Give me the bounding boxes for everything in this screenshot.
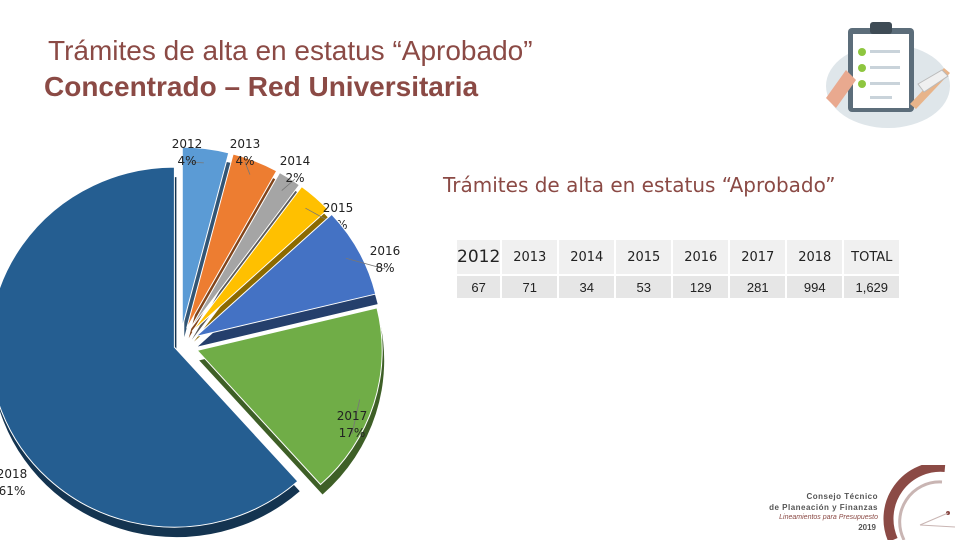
table-value-cell: 1,629 (844, 276, 900, 298)
pie-label-category: 2018 (0, 467, 27, 481)
logo-line-3: Lineamientos para Presupuesto (779, 514, 878, 521)
leader-line-2017 (351, 399, 361, 435)
table-header-cell: 2016 (673, 240, 729, 274)
leader-line-2016 (345, 257, 386, 270)
leader-line-2013 (244, 161, 251, 175)
table-value-cell: 994 (787, 276, 843, 298)
logo-line-1: Consejo Técnico (806, 492, 878, 501)
pie-label-value: 8% (375, 261, 394, 275)
title-line-1: Trámites de alta en estatus “Aprobado” (48, 35, 533, 66)
pie-label-category: 2013 (230, 137, 261, 151)
pie-slice-2016 (195, 213, 377, 337)
leader-line-2014 (281, 178, 296, 191)
title-line-2: Concentrado – Red Universitaria (44, 71, 479, 102)
table-header-cell: 2017 (730, 240, 786, 274)
pie-slice-2017 (196, 307, 383, 486)
pie-slice-2014 (189, 171, 301, 331)
pie-label-category: 2015 (323, 201, 354, 215)
pie-label-value: 17% (339, 426, 366, 440)
pie-slice-2015 (191, 185, 329, 332)
council-logo-icon (883, 465, 956, 540)
pie-slice-2018 (0, 166, 299, 528)
pie-label-value: 4% (177, 154, 196, 168)
pie-label-value: 61% (0, 484, 25, 498)
pie-label-category: 2012 (172, 137, 203, 151)
table-value-cell: 67 (457, 276, 501, 298)
table-header-cell: 2013 (502, 240, 558, 274)
table-values-row: 67 71 34 53 129 281 994 1,629 (457, 276, 900, 298)
table-value-cell: 53 (616, 276, 672, 298)
logo-line-2: de Planeación y Finanzas (769, 503, 878, 512)
table-header-cell: 2012 (457, 240, 501, 274)
pie-slice-2012 (181, 146, 230, 328)
table-header-cell: TOTAL (844, 240, 900, 274)
page-title: Trámites de alta en estatus “Aprobado” C… (44, 34, 604, 104)
clipboard-checklist-icon (826, 22, 950, 128)
leader-line-2012 (186, 161, 204, 164)
table-header-cell: 2018 (787, 240, 843, 274)
data-table: 2012 2013 2014 2015 2016 2017 2018 TOTAL 67 71 34… (455, 238, 901, 300)
pie-label-value: 2% (285, 171, 304, 185)
pie-label-category: 2017 (337, 409, 368, 423)
pie-slice-2013 (186, 153, 278, 329)
table-title: Trámites de alta en estatus “Aprobado” (443, 173, 836, 197)
pie-label-category: 2014 (280, 154, 311, 168)
logo-line-4: 2019 (858, 523, 876, 532)
table-value-cell: 71 (502, 276, 558, 298)
pie-label-category: 2016 (370, 244, 401, 258)
table-value-cell: 281 (730, 276, 786, 298)
table-header-cell: 2015 (616, 240, 672, 274)
table-value-cell: 34 (559, 276, 615, 298)
table-header-row: 2012 2013 2014 2015 2016 2017 2018 TOTAL (457, 240, 900, 274)
pie-label-value: 4% (235, 154, 254, 168)
table-value-cell: 129 (673, 276, 729, 298)
table-header-cell: 2014 (559, 240, 615, 274)
council-logo: Consejo Técnico de Planeación y Finanzas… (769, 465, 960, 540)
